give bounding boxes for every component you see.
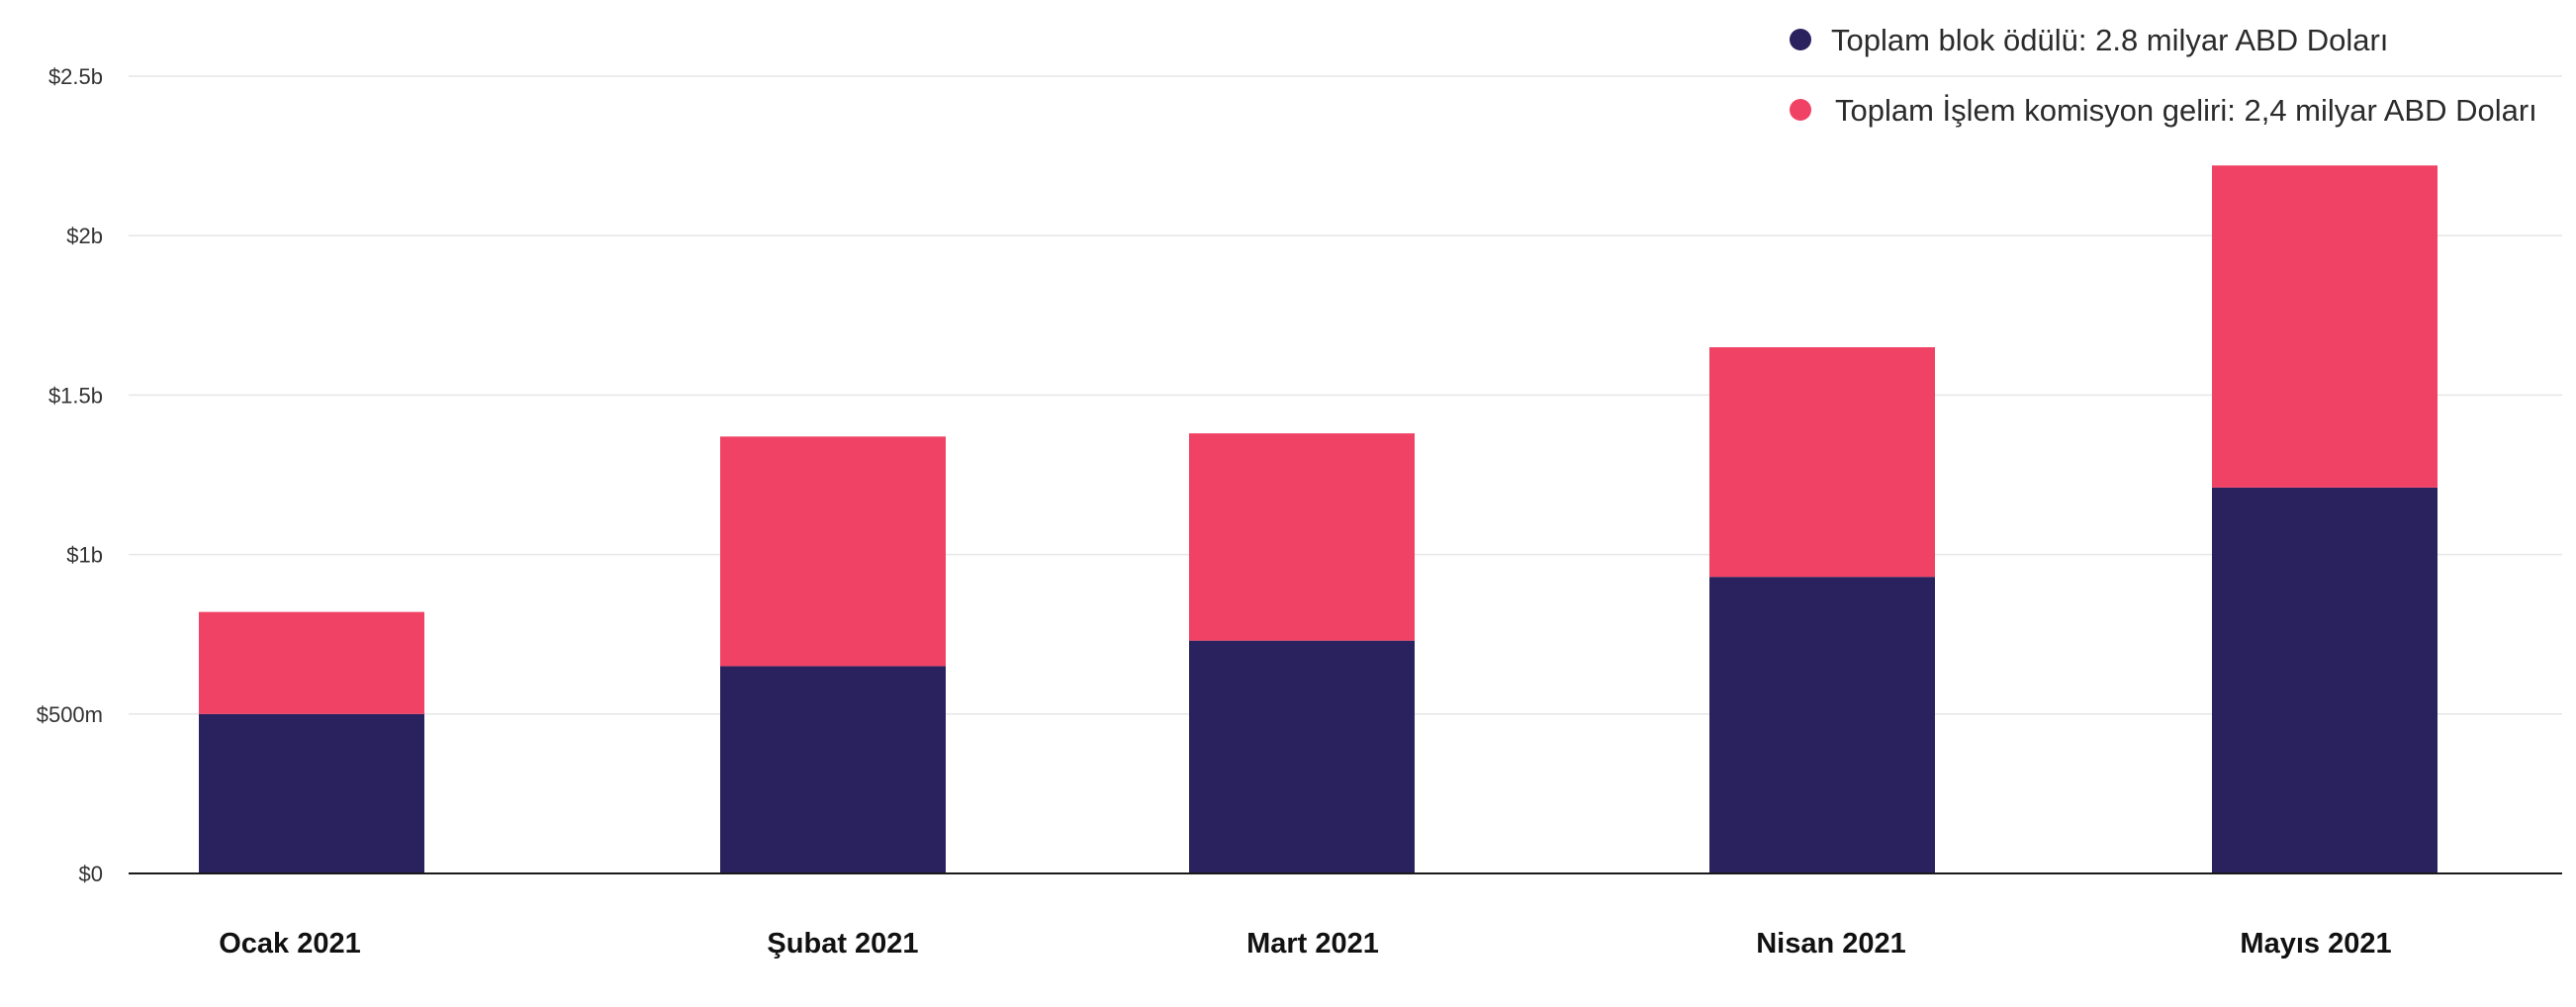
bar-segment-series-1 (1189, 640, 1415, 873)
bar-segment-series-1 (2212, 487, 2438, 873)
legend: Toplam blok ödülü: 2.8 milyar ABD Doları… (1790, 23, 2537, 128)
y-tick-label: $1.5b (48, 383, 103, 408)
legend-label: Toplam blok ödülü: 2.8 milyar ABD Doları (1831, 23, 2388, 57)
x-axis-ticks: Ocak 2021 Şubat 2021 Mart 2021 Nisan 2021 Ma… (219, 928, 2391, 960)
x-tick-label: Ocak 2021 (219, 928, 361, 960)
bar-segment-series-2 (1709, 347, 1935, 578)
x-tick-label: Nisan 2021 (1756, 928, 1906, 960)
bar-segment-series-2 (1189, 433, 1415, 641)
bars (199, 165, 2438, 873)
legend-marker (1790, 99, 1811, 121)
grid-lines (129, 75, 2562, 715)
x-tick-label: Mayıs 2021 (2240, 928, 2391, 960)
bar-segment-series-1 (1709, 577, 1935, 873)
bar-segment-series-2 (199, 611, 424, 714)
y-tick-label: $0 (79, 862, 103, 886)
legend-marker (1790, 29, 1811, 50)
y-tick-label: $2.5b (48, 64, 103, 89)
y-axis-ticks: $0 $500m $1b $1.5b $2b $2.5b (37, 64, 103, 886)
x-tick-label: Şubat 2021 (767, 928, 918, 960)
x-tick-label: Mart 2021 (1246, 928, 1379, 960)
y-tick-label: $2b (66, 224, 103, 248)
y-tick-label: $1b (66, 543, 103, 568)
bar-segment-series-1 (720, 666, 946, 873)
legend-label: Toplam İşlem komisyon geliri: 2,4 milyar… (1835, 93, 2537, 128)
bar-segment-series-2 (2212, 165, 2438, 488)
bar-segment-series-1 (199, 713, 424, 873)
y-tick-label: $500m (37, 702, 103, 727)
bar-segment-series-2 (720, 436, 946, 667)
